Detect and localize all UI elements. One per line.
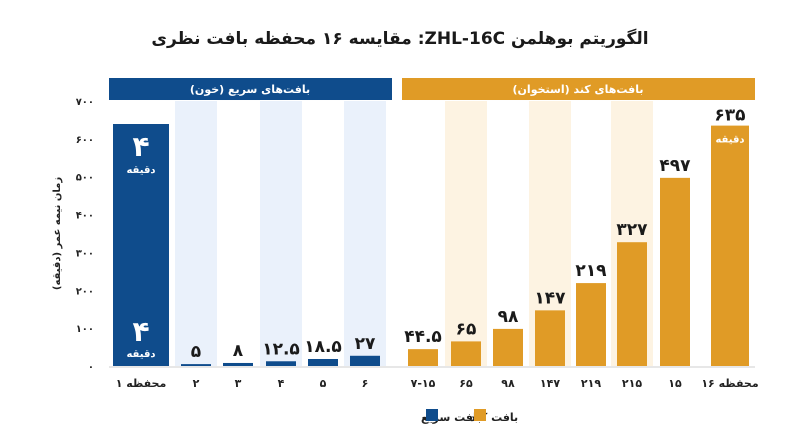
y-tick-label: ۲۰۰ bbox=[76, 286, 94, 297]
bar-value-label: ۱۲.۵ bbox=[262, 339, 300, 359]
bar-value-label: ۱۸.۵ bbox=[304, 337, 342, 357]
y-tick-label: ۳۰۰ bbox=[76, 248, 94, 259]
bar-value-label: ۴۴.۵ bbox=[404, 327, 442, 347]
x-tick-label: محفظه ۱ bbox=[116, 377, 167, 390]
bar-slow bbox=[617, 242, 647, 366]
bar-value-label: ۶۳۵ bbox=[714, 106, 745, 126]
slow-column-stripe bbox=[445, 101, 487, 366]
legend-swatch-slow bbox=[474, 409, 486, 421]
y-tick-label: ۷۰۰ bbox=[76, 97, 94, 108]
fast-group-header bbox=[109, 78, 392, 100]
x-tick-label: ۹۸ bbox=[501, 377, 515, 390]
slow-group-header-label: بافت‌های کند (استخوان) bbox=[513, 83, 644, 96]
x-tick-label: ۲۱۵ bbox=[622, 377, 642, 390]
x-tick-label: ۶ bbox=[362, 377, 369, 390]
fast-column-stripe bbox=[260, 101, 302, 366]
y-tick-label: ۵۰۰ bbox=[76, 173, 94, 184]
bar-slow bbox=[660, 177, 690, 366]
bar-value-label: ۶۵ bbox=[456, 319, 477, 339]
fast-column-stripe bbox=[175, 101, 217, 366]
bar-value-label: ۲۷ bbox=[355, 334, 376, 354]
x-tick-label: ۱۴۷ bbox=[540, 377, 560, 390]
bar-inner-value: ۴ bbox=[132, 130, 149, 163]
bar-inner-unit: دقیقه bbox=[715, 135, 744, 146]
y-tick-label: ۶۰۰ bbox=[76, 135, 94, 146]
bar-slow bbox=[408, 349, 438, 366]
x-tick-label: ۵ bbox=[320, 377, 327, 390]
bar-fast bbox=[181, 364, 211, 366]
bar-slow bbox=[493, 328, 523, 366]
bar-inner-value: ۴ bbox=[132, 315, 149, 348]
slow-group-header bbox=[402, 78, 755, 100]
y-tick-label: ۰ bbox=[88, 362, 94, 373]
bar-value-label: ۸ bbox=[233, 341, 244, 361]
x-tick-label: ۱۵ bbox=[668, 377, 682, 390]
bar-value-label: ۲۱۹ bbox=[575, 261, 607, 281]
bar-fast bbox=[266, 361, 296, 366]
bar-value-label: ۵ bbox=[191, 342, 201, 362]
x-tick-label: ۶۵ bbox=[459, 377, 473, 390]
bar-value-label: ۱۴۷ bbox=[534, 288, 566, 308]
bar-fast bbox=[223, 362, 253, 366]
x-tick-label: ۲ bbox=[193, 377, 200, 390]
bar-fast bbox=[113, 124, 169, 366]
bar-inner-unit: دقیقه bbox=[126, 165, 155, 176]
bar-slow bbox=[711, 125, 749, 366]
bar-slow bbox=[451, 341, 481, 366]
fast-group-header-label: بافت‌های سریع (خون) bbox=[190, 83, 310, 96]
bar-value-label: ۴۹۷ bbox=[659, 156, 691, 176]
y-tick-label: ۴۰۰ bbox=[76, 211, 94, 222]
bar-slow bbox=[535, 310, 565, 366]
x-tick-label: ۷-۱۵ bbox=[411, 377, 436, 390]
y-tick-label: ۱۰۰ bbox=[76, 324, 94, 335]
x-tick-label: ۳ bbox=[235, 377, 242, 390]
legend-swatch-fast bbox=[426, 409, 438, 421]
x-tick-label: ۴ bbox=[278, 377, 285, 390]
fast-column-stripe bbox=[344, 101, 386, 366]
chart-title: الگوریتم بوهلمن ZHL-16C: مقایسه ۱۶ محفظه… bbox=[151, 28, 648, 49]
bar-slow bbox=[576, 283, 606, 366]
bar-value-label: ۹۸ bbox=[498, 307, 519, 327]
bar-value-label: ۳۲۷ bbox=[616, 220, 648, 240]
bar-fast bbox=[308, 358, 338, 366]
bar-inner-unit: دقیقه bbox=[126, 349, 155, 360]
y-axis-label: زمان نیمه عمر (دقیقه) bbox=[52, 177, 63, 290]
x-tick-label: محفظه ۱۶ bbox=[701, 377, 758, 390]
bar-fast bbox=[350, 355, 380, 366]
x-tick-label: ۲۱۹ bbox=[581, 377, 601, 390]
